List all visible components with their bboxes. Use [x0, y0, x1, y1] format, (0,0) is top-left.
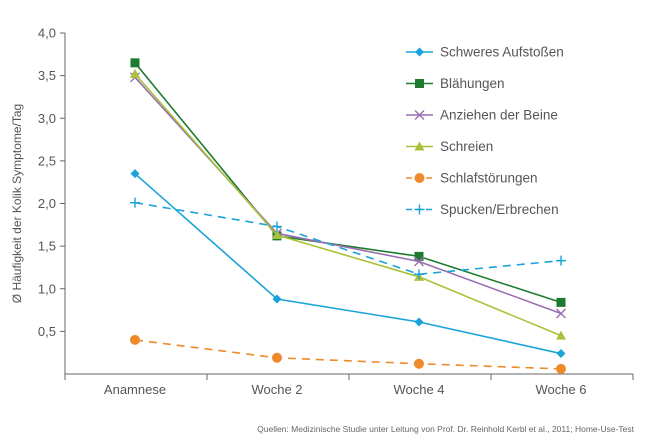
legend-label-anziehen-der-beine: Anziehen der Beine	[440, 108, 558, 123]
data-point-schlafst-rungen	[414, 358, 424, 369]
y-axis-title: Ø Häufigkeit der Kolik Symptome/Tag	[10, 104, 24, 303]
y-tick-label: 4,0	[38, 26, 56, 41]
x-tick-label: Woche 2	[251, 382, 302, 397]
data-point-spucken-erbrechen	[556, 255, 566, 266]
x-tick-label: Woche 6	[535, 382, 586, 397]
legend-marker-spucken-erbrechen	[414, 204, 425, 215]
y-tick-label: 1,5	[38, 239, 56, 254]
legend-label-bl-hungen: Blähungen	[440, 76, 505, 91]
data-point-schlafst-rungen	[130, 334, 140, 345]
y-tick-label: 0,5	[38, 324, 56, 339]
series-line-schreien	[134, 73, 562, 337]
series-line-schlafst-rungen	[134, 339, 562, 370]
data-point-schreien	[272, 230, 282, 240]
x-tick-label: Woche 4	[393, 382, 444, 397]
legend-label-schlafst-rungen: Schlafstörungen	[440, 171, 538, 186]
data-point-anziehen-der-beine	[414, 256, 424, 267]
data-point-bl-hungen	[556, 297, 566, 307]
legend-marker-schweres-aufsto-en	[415, 47, 424, 57]
data-point-spucken-erbrechen	[272, 221, 282, 232]
y-tick-label: 2,0	[38, 196, 56, 211]
data-point-schreien	[130, 68, 140, 78]
y-tick-label: 3,5	[38, 68, 56, 83]
legend-label-spucken-erbrechen: Spucken/Erbrechen	[440, 202, 559, 217]
x-tick-label: Anamnese	[104, 382, 166, 397]
data-point-schweres-aufsto-en	[130, 169, 140, 179]
y-tick-label: 2,5	[38, 153, 56, 168]
series-line-spucken-erbrechen	[134, 201, 562, 276]
data-point-spucken-erbrechen	[414, 269, 424, 280]
data-point-schweres-aufsto-en	[414, 317, 424, 327]
source-note: Quellen: Medizinische Studie unter Leitu…	[257, 424, 634, 434]
y-tick-label: 1,0	[38, 281, 56, 296]
data-point-schreien	[556, 330, 566, 340]
series-line-bl-hungen	[134, 62, 562, 304]
data-point-schlafst-rungen	[556, 363, 566, 374]
legend-label-schweres-aufsto-en: Schweres Aufstoßen	[440, 45, 564, 60]
y-tick-label: 3,0	[38, 111, 56, 126]
data-point-bl-hungen	[130, 58, 140, 68]
data-point-schlafst-rungen	[272, 352, 282, 363]
data-point-schweres-aufsto-en	[556, 349, 566, 359]
legend-marker-anziehen-der-beine	[414, 110, 425, 120]
legend-label-schreien: Schreien	[440, 139, 493, 154]
legend-marker-schreien	[414, 141, 425, 151]
legend-marker-bl-hungen	[415, 79, 424, 88]
data-point-spucken-erbrechen	[130, 197, 140, 208]
data-point-bl-hungen	[414, 251, 424, 261]
data-point-schweres-aufsto-en	[272, 294, 282, 304]
series-line-schweres-aufsto-en	[134, 173, 562, 355]
legend-marker-schlafst-rungen	[414, 173, 425, 183]
data-point-anziehen-der-beine	[556, 308, 566, 319]
